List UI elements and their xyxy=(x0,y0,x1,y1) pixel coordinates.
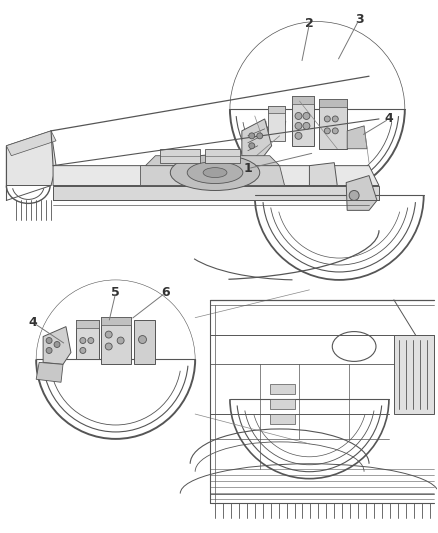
Polygon shape xyxy=(270,384,294,394)
Text: 3: 3 xyxy=(355,13,364,26)
Polygon shape xyxy=(268,106,285,141)
Circle shape xyxy=(46,337,52,343)
Polygon shape xyxy=(319,99,347,107)
Polygon shape xyxy=(242,119,272,159)
Polygon shape xyxy=(7,131,56,185)
Circle shape xyxy=(324,128,330,134)
Circle shape xyxy=(117,337,124,344)
Circle shape xyxy=(249,133,255,139)
Polygon shape xyxy=(145,156,279,166)
Polygon shape xyxy=(76,320,99,359)
Text: 4: 4 xyxy=(29,316,38,329)
Circle shape xyxy=(105,331,112,338)
Polygon shape xyxy=(134,320,155,365)
Circle shape xyxy=(105,343,112,350)
Circle shape xyxy=(295,123,302,130)
Circle shape xyxy=(349,190,359,200)
Ellipse shape xyxy=(170,155,260,190)
Text: 2: 2 xyxy=(305,17,314,30)
Circle shape xyxy=(295,112,302,119)
Polygon shape xyxy=(101,317,131,365)
Polygon shape xyxy=(309,163,337,185)
Polygon shape xyxy=(346,175,377,211)
Polygon shape xyxy=(347,126,367,149)
Circle shape xyxy=(324,116,330,122)
Circle shape xyxy=(303,112,310,119)
Polygon shape xyxy=(141,166,285,185)
Circle shape xyxy=(295,132,302,139)
Circle shape xyxy=(332,116,338,122)
Polygon shape xyxy=(292,96,314,104)
Text: 5: 5 xyxy=(111,286,120,300)
Circle shape xyxy=(80,337,86,343)
Text: 4: 4 xyxy=(385,112,393,125)
Circle shape xyxy=(80,348,86,353)
Text: 1: 1 xyxy=(244,162,252,175)
Circle shape xyxy=(257,133,263,139)
Ellipse shape xyxy=(187,161,243,183)
Ellipse shape xyxy=(203,168,227,177)
Polygon shape xyxy=(160,149,200,163)
Polygon shape xyxy=(101,317,131,325)
Polygon shape xyxy=(394,335,434,414)
Circle shape xyxy=(249,143,255,149)
Polygon shape xyxy=(36,362,63,382)
Polygon shape xyxy=(43,327,71,365)
Polygon shape xyxy=(270,414,294,424)
Polygon shape xyxy=(270,399,294,409)
Circle shape xyxy=(54,342,60,348)
Polygon shape xyxy=(53,185,379,200)
Polygon shape xyxy=(76,320,99,328)
Circle shape xyxy=(303,123,310,130)
Polygon shape xyxy=(205,149,240,163)
Polygon shape xyxy=(292,96,314,146)
Text: 6: 6 xyxy=(161,286,170,300)
Circle shape xyxy=(138,336,146,343)
Polygon shape xyxy=(7,131,56,156)
Polygon shape xyxy=(319,99,347,149)
Circle shape xyxy=(88,337,94,343)
Polygon shape xyxy=(53,166,379,185)
Circle shape xyxy=(332,128,338,134)
Polygon shape xyxy=(268,106,285,113)
Circle shape xyxy=(46,348,52,353)
